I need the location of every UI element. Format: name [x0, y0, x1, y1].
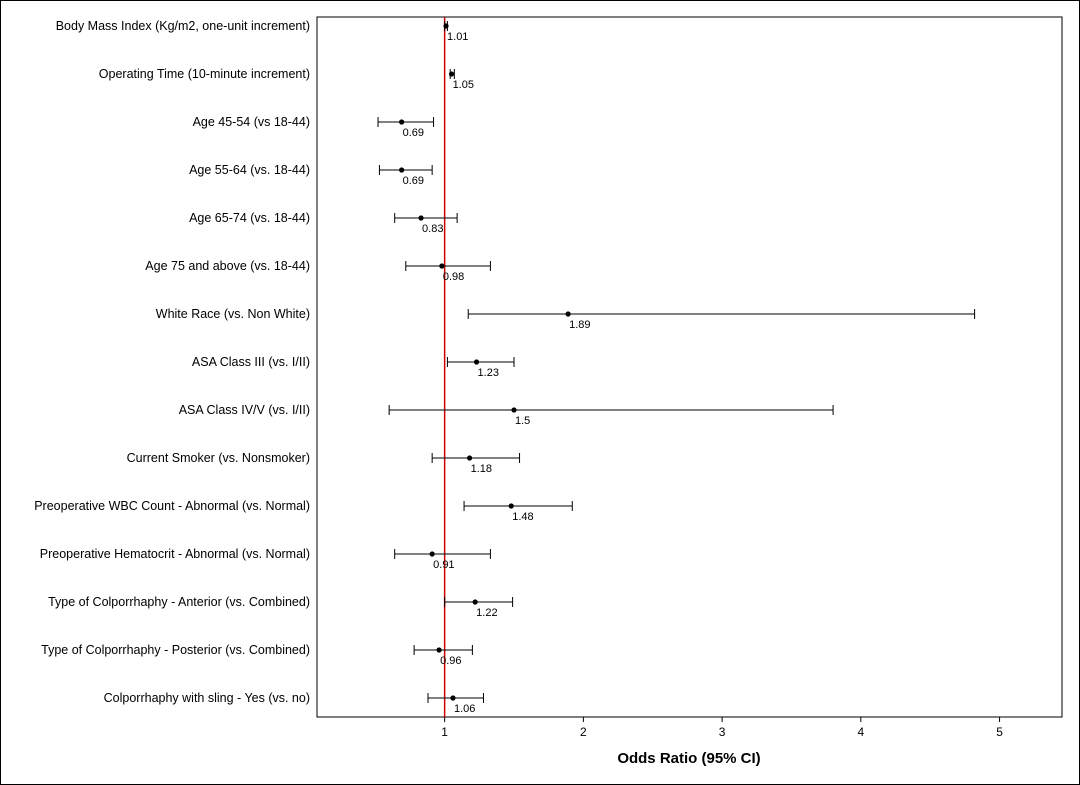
- forest-row: White Race (vs. Non White) 1.89: [156, 307, 976, 331]
- forest-row: Age 55-64 (vs. 18-44) 0.69: [189, 163, 433, 187]
- row-label: Colporrhaphy with sling - Yes (vs. no): [104, 691, 310, 705]
- value-label: 1.18: [471, 463, 492, 475]
- x-axis: 1 2 3 4 5: [441, 717, 1003, 739]
- row-label: Preoperative Hematocrit - Abnormal (vs. …: [40, 547, 310, 561]
- odds-ratio-point: [467, 455, 473, 461]
- row-label: Body Mass Index (Kg/m2, one-unit increme…: [56, 19, 310, 33]
- odds-ratio-point: [448, 71, 455, 77]
- value-label: 1.5: [515, 415, 530, 427]
- odds-ratio-point: [450, 695, 456, 701]
- value-label: 1.01: [447, 31, 468, 43]
- forest-row: Age 45-54 (vs 18-44) 0.69: [193, 115, 435, 139]
- row-label: Operating Time (10-minute increment): [99, 67, 310, 81]
- forest-row: Body Mass Index (Kg/m2, one-unit increme…: [56, 19, 469, 43]
- x-tick-label: 3: [719, 725, 726, 739]
- forest-row: Age 75 and above (vs. 18-44) 0.98: [145, 259, 491, 283]
- value-label: 0.91: [433, 559, 454, 571]
- forest-row: Type of Colporrhaphy - Anterior (vs. Com…: [48, 595, 514, 619]
- forest-row: Current Smoker (vs. Nonsmoker) 1.18: [127, 451, 521, 475]
- row-label: Type of Colporrhaphy - Anterior (vs. Com…: [48, 595, 310, 609]
- forest-row: Age 65-74 (vs. 18-44) 0.83: [189, 211, 458, 235]
- row-label: White Race (vs. Non White): [156, 307, 310, 321]
- forest-row: Operating Time (10-minute increment) 1.05: [99, 67, 474, 91]
- x-tick-label: 4: [857, 725, 864, 739]
- plot-frame: [316, 16, 1063, 718]
- value-label: 1.05: [453, 79, 474, 91]
- value-label: 0.83: [422, 223, 443, 235]
- odds-ratio-point: [418, 215, 424, 221]
- forest-row: ASA Class III (vs. I/II) 1.23: [192, 355, 515, 379]
- value-label: 1.22: [476, 607, 497, 619]
- odds-ratio-point: [472, 599, 478, 605]
- odds-ratio-point: [429, 551, 435, 557]
- row-label: Current Smoker (vs. Nonsmoker): [127, 451, 310, 465]
- value-label: 0.69: [403, 175, 424, 187]
- odds-ratio-point: [399, 167, 405, 173]
- row-label: Age 55-64 (vs. 18-44): [189, 163, 310, 177]
- value-label: 1.06: [454, 703, 475, 715]
- value-label: 0.69: [403, 127, 424, 139]
- odds-ratio-point: [399, 119, 405, 125]
- value-label: 1.48: [512, 511, 533, 523]
- rows-layer: Body Mass Index (Kg/m2, one-unit increme…: [34, 19, 976, 715]
- row-label: Type of Colporrhaphy - Posterior (vs. Co…: [41, 643, 310, 657]
- forest-row: Type of Colporrhaphy - Posterior (vs. Co…: [41, 643, 473, 667]
- forest-row: Preoperative Hematocrit - Abnormal (vs. …: [40, 547, 491, 571]
- row-label: ASA Class IV/V (vs. I/II): [179, 403, 310, 417]
- odds-ratio-point: [436, 647, 442, 653]
- odds-ratio-point: [473, 359, 480, 365]
- value-label: 0.96: [440, 655, 461, 667]
- x-tick-label: 1: [441, 725, 448, 739]
- x-axis-title: Odds Ratio (95% CI): [617, 750, 760, 767]
- forest-row: Preoperative WBC Count - Abnormal (vs. N…: [34, 499, 573, 523]
- row-label: Age 75 and above (vs. 18-44): [145, 259, 310, 273]
- forest-row: Colporrhaphy with sling - Yes (vs. no) 1.…: [104, 691, 484, 715]
- value-label: 1.23: [478, 367, 499, 379]
- odds-ratio-point: [443, 23, 449, 29]
- odds-ratio-point: [511, 407, 517, 413]
- odds-ratio-point: [508, 503, 514, 509]
- x-tick-label: 2: [580, 725, 587, 739]
- value-label: 1.89: [569, 319, 590, 331]
- row-label: Preoperative WBC Count - Abnormal (vs. N…: [34, 499, 310, 513]
- row-label: Age 45-54 (vs 18-44): [193, 115, 310, 129]
- row-label: ASA Class III (vs. I/II): [192, 355, 310, 369]
- x-tick-label: 5: [996, 725, 1003, 739]
- odds-ratio-point: [439, 263, 445, 269]
- value-label: 0.98: [443, 271, 464, 283]
- odds-ratio-point: [565, 311, 571, 317]
- row-label: Age 65-74 (vs. 18-44): [189, 211, 310, 225]
- forest-row: ASA Class IV/V (vs. I/II) 1.5: [179, 403, 834, 427]
